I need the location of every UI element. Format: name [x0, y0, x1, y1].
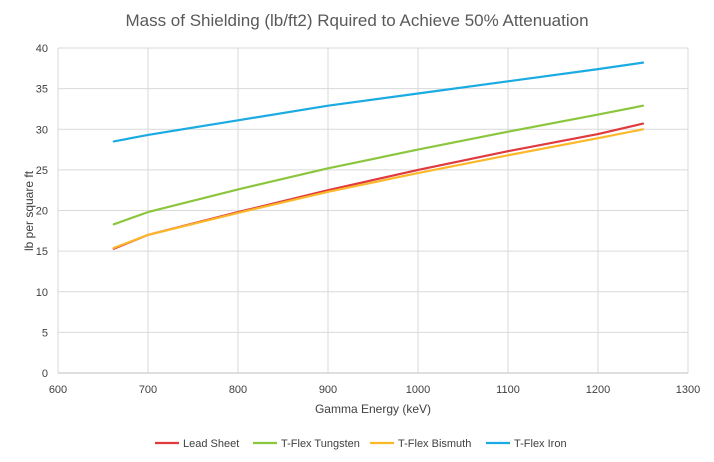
legend-label-t-flex-tungsten: T-Flex Tungsten — [281, 438, 360, 450]
y-tick-label: 5 — [42, 327, 48, 339]
y-tick-label: 10 — [36, 287, 48, 299]
x-tick-label: 700 — [139, 384, 157, 396]
legend-label-t-flex-bismuth: T-Flex Bismuth — [398, 438, 471, 450]
series-line-t-flex-tungsten — [112, 104, 645, 226]
chart-title: Mass of Shielding (lb/ft2) Rquired to Ac… — [125, 11, 588, 30]
y-tick-label: 20 — [36, 206, 48, 218]
x-tick-label: 1000 — [406, 384, 430, 396]
legend-label-t-flex-iron: T-Flex Iron — [514, 438, 567, 450]
y-tick-label: 0 — [42, 368, 48, 380]
y-tick-label: 40 — [36, 43, 48, 55]
y-tick-label: 25 — [36, 165, 48, 177]
legend-label-lead-sheet: Lead Sheet — [183, 438, 239, 450]
x-tick-label: 1300 — [676, 384, 700, 396]
y-tick-label: 35 — [36, 84, 48, 96]
y-tick-label: 30 — [36, 124, 48, 136]
legend: Lead Sheet T-Flex Tungsten T-Flex Bismuth T… — [155, 438, 567, 450]
y-axis-label: lb per square ft — [22, 170, 36, 251]
series-line-lead-sheet — [112, 122, 645, 250]
gridlines — [57, 47, 689, 374]
x-axis-label: Gamma Energy (keV) — [315, 402, 431, 416]
x-tick-label: 800 — [229, 384, 247, 396]
series-line-t-flex-bismuth — [112, 128, 645, 249]
axis-ticks: 600 700 800 900 1000 1100 1200 1300 0 5 10 15 20 25 30… — [36, 43, 700, 396]
series-lines — [112, 61, 645, 250]
x-tick-label: 900 — [319, 384, 337, 396]
y-tick-label: 15 — [36, 246, 48, 258]
x-tick-label: 1200 — [586, 384, 610, 396]
x-tick-label: 1100 — [496, 384, 520, 396]
x-tick-label: 600 — [49, 384, 67, 396]
series-line-t-flex-iron — [112, 61, 645, 143]
